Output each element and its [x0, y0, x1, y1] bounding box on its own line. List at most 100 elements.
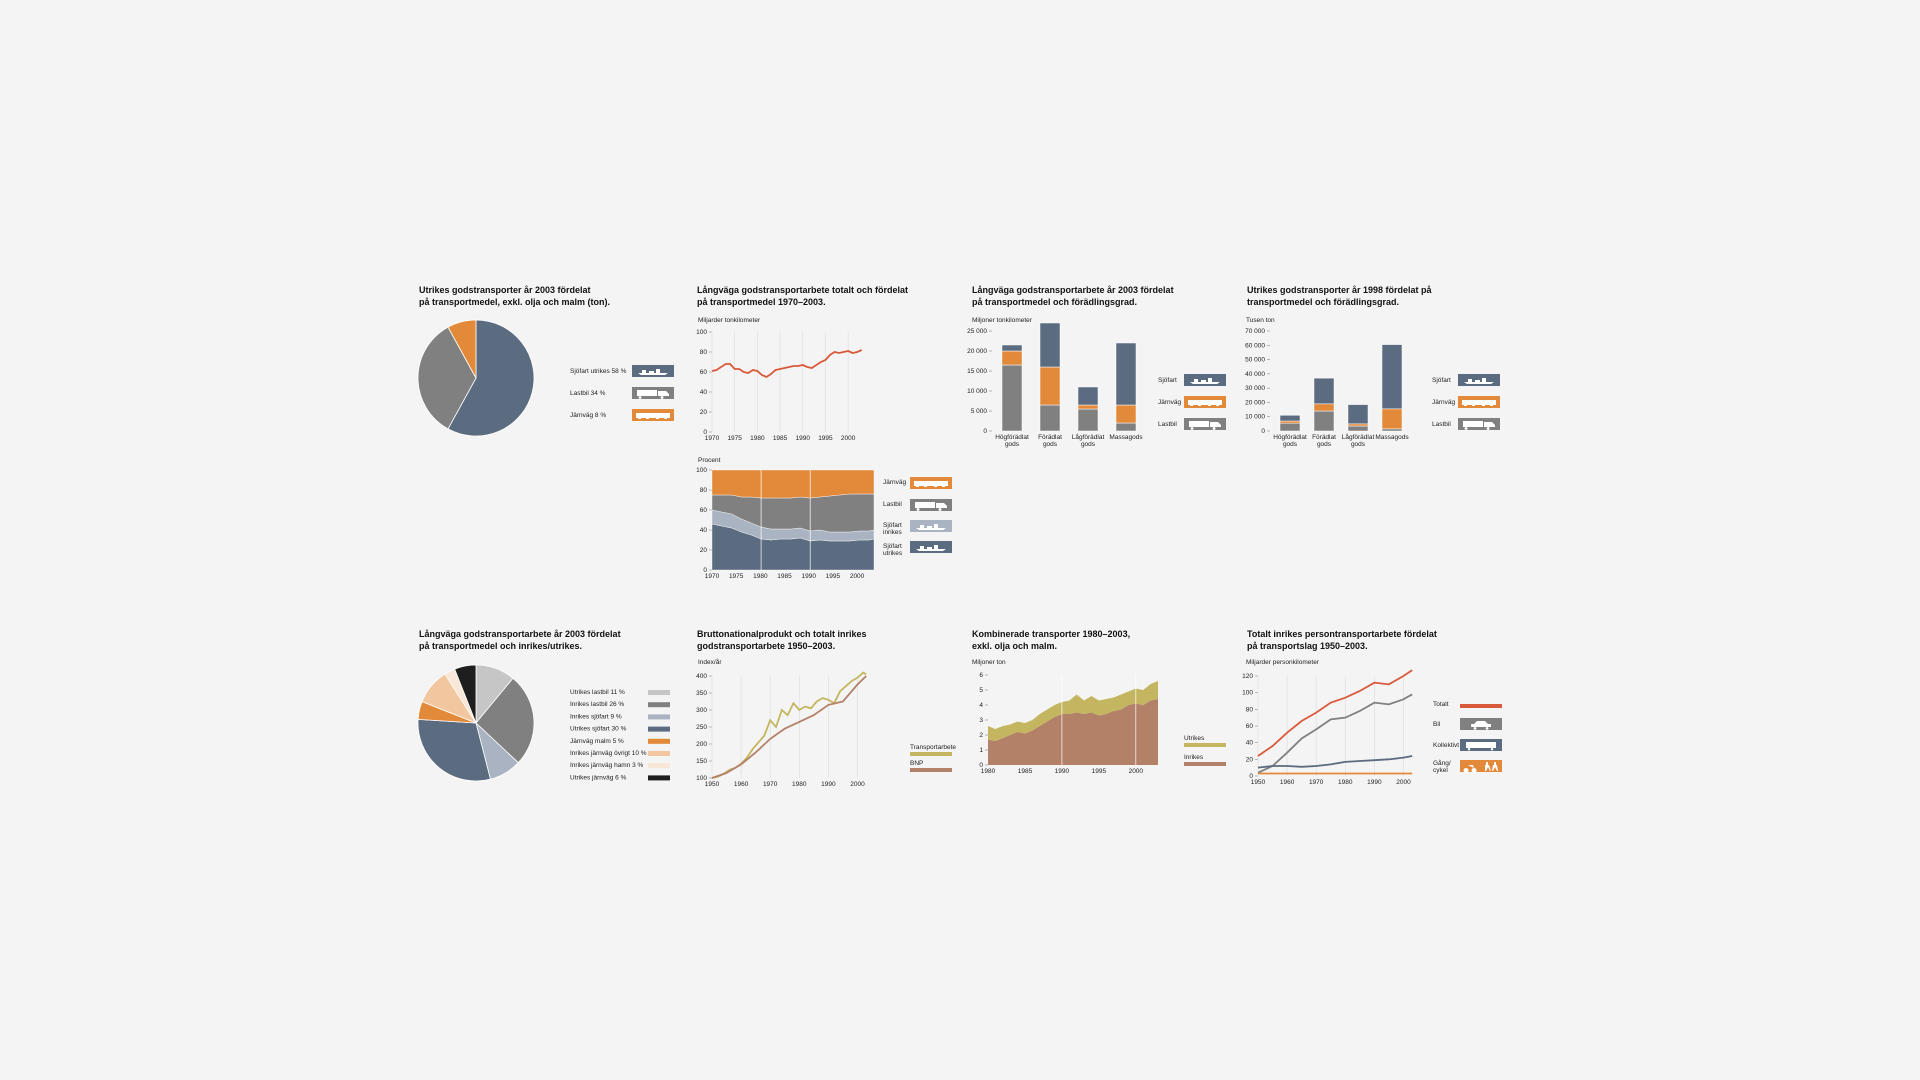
legend-label: Lastbil: [1158, 421, 1177, 428]
bar-Lastbil: [1381, 428, 1403, 432]
series-line: [1257, 693, 1413, 774]
y-tick-label: 3: [979, 717, 983, 724]
legend-swatch: [648, 763, 670, 769]
x-tick-label: 1990: [1055, 768, 1070, 775]
y-tick-label: 80: [700, 487, 708, 494]
y-axis-label: Miljarder personkilometer: [1246, 659, 1320, 666]
bar-Lastbil: [1077, 408, 1099, 432]
x-tick-label: 1995: [818, 435, 833, 442]
bar-Järnväg: [1279, 420, 1301, 424]
y-tick-label: 40: [700, 389, 708, 396]
legend-label: BNP: [910, 760, 923, 767]
y-axis-label: Miljoner ton: [972, 659, 1006, 666]
y-tick-label: 10 000: [1245, 414, 1265, 421]
bar-Järnväg: [1347, 423, 1369, 427]
legend-label: Järnväg 8 %: [570, 412, 606, 419]
chart-domestic-pie: Utrikes lastbil 11 % Inrikes lastbil 26 %…: [417, 664, 670, 782]
truck-icon: [910, 499, 952, 511]
series-line: [1257, 755, 1413, 769]
bar-Järnväg: [1001, 350, 1023, 366]
y-tick-label: 70 000: [1245, 328, 1265, 335]
legend-label: Lastbil 34 %: [570, 390, 606, 397]
bar-Järnväg: [1115, 404, 1137, 424]
bar-Lastbil: [1115, 422, 1137, 432]
y-tick-label: 0: [703, 567, 707, 574]
bar-Sjöfart: [1115, 342, 1137, 406]
legend-label: Utrikes sjöfart 30 %: [570, 726, 627, 733]
truck-icon: [1458, 418, 1500, 430]
legend-swatch: [1460, 704, 1502, 708]
y-tick-label: 60 000: [1245, 342, 1265, 349]
legend-swatch: [648, 714, 670, 720]
x-tick-label: 1970: [705, 435, 720, 442]
y-tick-label: 0: [703, 429, 707, 436]
y-tick-label: 350: [696, 690, 707, 697]
legend-label: Järnväg: [1432, 399, 1456, 406]
legend-label: Gång/cykel: [1433, 759, 1451, 774]
chart-title: Utrikes godstransporter år 2003 fördelat…: [419, 285, 611, 307]
area-Järnväg: [711, 469, 875, 499]
x-tick-label: 1980: [792, 781, 807, 788]
x-tick-label: 1950: [705, 781, 720, 788]
y-tick-label: 80: [1246, 706, 1254, 713]
y-tick-label: 0: [983, 428, 987, 435]
x-tick-label: 1990: [821, 781, 836, 788]
chart-passenger-line: Miljarder personkilometer120100806040200…: [1242, 659, 1502, 786]
category-label: Högförädlat gods: [995, 434, 1029, 448]
chart-title: Bruttonationalprodukt och totalt inrikes…: [697, 629, 867, 651]
x-tick-label: 1990: [1367, 779, 1382, 786]
category-label: Lågförädlat gods: [1072, 433, 1105, 448]
y-tick-label: 15 000: [967, 368, 987, 375]
y-tick-label: 200: [696, 741, 707, 748]
legend-label: Inrikes sjöfart 9 %: [570, 713, 622, 720]
bar-Lastbil: [1313, 410, 1335, 432]
legend-swatch: [648, 726, 670, 732]
ship-icon: [1184, 374, 1226, 386]
bar-Järnväg: [1381, 408, 1403, 430]
y-axis-label: Miljoner tonkilometer: [972, 317, 1033, 324]
x-tick-label: 2000: [850, 781, 865, 788]
x-tick-label: 1980: [750, 435, 765, 442]
chart-title: Totalt inrikes persontransportarbete för…: [1247, 629, 1437, 651]
legend-label: Totalt: [1433, 701, 1449, 708]
chart-bar-2003: Miljoner tonkilometer 25 000 20 000 15 000 1…: [967, 317, 1226, 448]
legend-label: Bil: [1433, 721, 1441, 728]
y-tick-label: 2: [979, 732, 983, 739]
x-tick-label: 1980: [753, 573, 768, 580]
area-Utrikes: [988, 681, 1158, 741]
y-axis-label: Miljarder tonkilometer: [698, 317, 761, 324]
y-tick-label: 100: [696, 467, 707, 474]
y-tick-label: 100: [1242, 690, 1253, 697]
category-label: Förädlat gods: [1312, 434, 1336, 448]
x-tick-label: 1990: [796, 435, 811, 442]
bar-Lastbil: [1347, 425, 1369, 432]
x-tick-label: 2000: [850, 573, 865, 580]
x-tick-label: 2000: [1396, 779, 1411, 786]
y-tick-label: 1: [979, 747, 983, 754]
y-tick-label: 5: [979, 687, 983, 694]
y-tick-label: 400: [696, 673, 707, 680]
legend-label: Kollektivt: [1433, 742, 1459, 749]
y-tick-label: 6: [979, 672, 983, 679]
bar-Lastbil: [1279, 422, 1301, 432]
bus-icon: [1460, 739, 1502, 751]
category-label: Massagods: [1109, 434, 1143, 441]
pie-slice: [417, 718, 491, 782]
x-tick-label: 1985: [773, 435, 788, 442]
bar-Lastbil: [1001, 364, 1023, 432]
x-tick-label: 1995: [1092, 768, 1107, 775]
legend-label: Sjöfart inrikes: [883, 522, 903, 536]
series-line: [1257, 669, 1413, 757]
ship-icon: [632, 365, 674, 377]
y-tick-label: 20 000: [967, 348, 987, 355]
x-tick-label: 1970: [763, 781, 778, 788]
legend-swatch: [648, 702, 670, 708]
ship-icon: [910, 541, 952, 553]
y-tick-label: 25 000: [967, 328, 987, 335]
x-tick-label: 1995: [826, 573, 841, 580]
y-tick-label: 20: [700, 547, 708, 554]
bar-Sjöfart: [1347, 404, 1369, 425]
category-label: Högförädlat gods: [1273, 434, 1307, 448]
